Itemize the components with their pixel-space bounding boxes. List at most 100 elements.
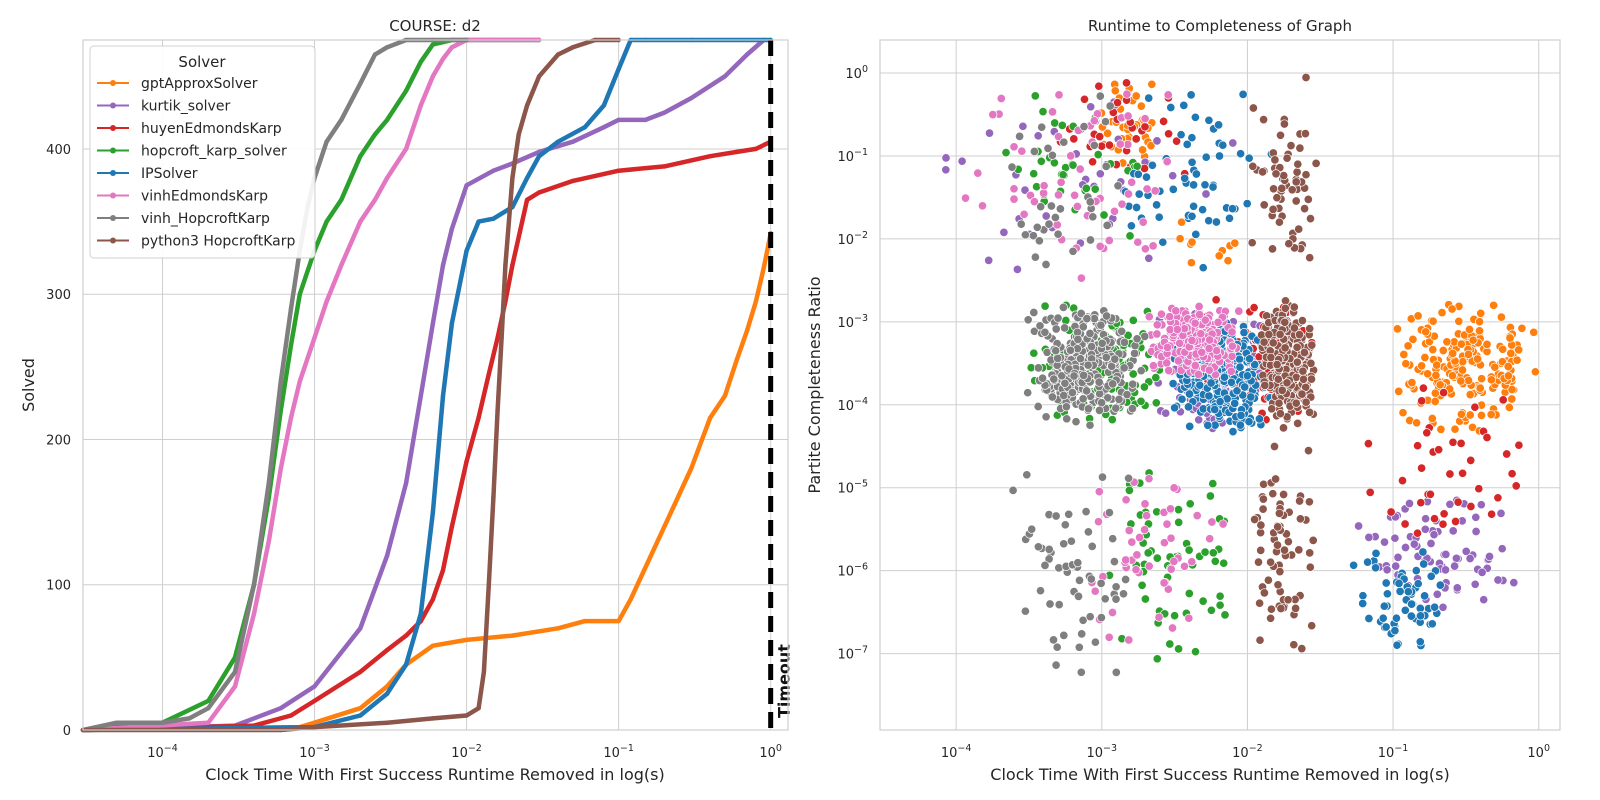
scatter-point [1503, 371, 1513, 381]
scatter-point [1280, 296, 1291, 306]
data-point [491, 168, 496, 173]
scatter-point [1441, 549, 1451, 559]
data-point [708, 415, 713, 420]
data-point [324, 299, 329, 304]
scatter-point [1269, 441, 1280, 452]
scatter-point [1076, 308, 1086, 319]
scatter-point [1174, 644, 1184, 654]
data-point [765, 248, 770, 253]
scatter-point [1418, 547, 1428, 557]
scatter-point [1456, 409, 1466, 419]
scatter-point [1140, 331, 1150, 341]
scatter-point [1144, 561, 1154, 571]
data-point [372, 197, 378, 202]
scatter-point [1364, 613, 1374, 624]
scatter-point [1027, 524, 1037, 534]
data-point [744, 328, 750, 333]
data-point [339, 197, 344, 202]
scatter-point [1044, 554, 1054, 564]
data-point [510, 633, 515, 638]
scatter-point [1497, 357, 1507, 367]
scatter-point [1122, 390, 1132, 400]
scatter-point [1095, 241, 1105, 251]
scatter-point [1115, 139, 1125, 149]
scatter-point [1090, 637, 1100, 647]
scatter-point [1054, 563, 1064, 573]
right-chart: 10−4 10−3 10−2 10−1 100 100 10−1 10−2 10−3 10−4 1… [805, 17, 1561, 784]
scatter-point [1057, 120, 1067, 130]
scatter-point [1220, 610, 1230, 620]
scatter-point [1305, 548, 1315, 558]
scatter-point [1266, 604, 1276, 614]
scatter-point [1070, 190, 1080, 200]
scatter-point [1128, 379, 1138, 389]
scatter-point [1144, 93, 1154, 103]
scatter-point [1204, 391, 1214, 401]
scatter-point [1162, 157, 1172, 167]
scatter-point [1457, 365, 1468, 375]
data-point [761, 265, 766, 271]
scatter-point [1189, 180, 1199, 190]
scatter-point [960, 193, 971, 203]
scatter-point [1422, 428, 1432, 438]
scatter-point [1131, 134, 1141, 144]
data-point [358, 669, 363, 675]
scatter-point [1476, 410, 1487, 420]
scatter-point [1227, 204, 1238, 214]
scatter-point [1169, 483, 1179, 493]
scatter-point [1196, 329, 1206, 339]
scatter-point [1297, 316, 1307, 326]
scatter-point [1152, 329, 1162, 339]
scatter-point [1426, 538, 1436, 549]
legend-item: vinhEdmondsKarp [97, 189, 268, 205]
scatter-point [1489, 300, 1499, 310]
scatter-point [1151, 373, 1161, 383]
scatter-point [1392, 324, 1402, 334]
left-y-tick-label: 200 [46, 433, 71, 448]
scatter-point [1053, 132, 1064, 142]
data-point [288, 342, 294, 348]
scatter-point [1152, 136, 1162, 146]
scatter-point [1420, 524, 1430, 534]
scatter-point [1514, 345, 1524, 355]
scatter-point [1423, 369, 1433, 379]
scatter-point [1284, 239, 1294, 249]
data-point [628, 597, 633, 602]
scatter-point [1471, 512, 1481, 522]
scatter-point [1358, 591, 1368, 601]
scatter-point [1122, 89, 1132, 99]
scatter-point [1053, 190, 1064, 200]
scatter-point [1498, 395, 1508, 405]
legend-swatch-marker [110, 147, 116, 154]
scatter-point [1439, 388, 1449, 398]
scatter-point [1169, 556, 1179, 566]
scatter-point [1123, 139, 1133, 150]
scatter-point [1201, 189, 1211, 199]
scatter-point [1401, 359, 1411, 369]
scatter-point [1453, 497, 1463, 507]
data-point [734, 357, 740, 362]
data-point [582, 618, 588, 624]
scatter-point [1148, 361, 1158, 371]
scatter-point [1111, 667, 1121, 677]
legend-swatch-marker [110, 125, 116, 131]
scatter-point [1180, 173, 1190, 183]
scatter-point [1448, 348, 1458, 358]
scatter-point [1279, 545, 1290, 555]
scatter-point [1239, 328, 1249, 338]
scatter-point [1282, 153, 1292, 163]
data-point [449, 226, 455, 231]
scatter-point [1163, 90, 1173, 100]
scatter-point [1185, 499, 1195, 509]
right-x-tick-label: 100 [1527, 743, 1550, 761]
scatter-point [1417, 361, 1427, 371]
left-y-tick-label: 400 [46, 143, 71, 158]
scatter-point [1152, 654, 1162, 664]
scatter-point [1298, 374, 1309, 384]
scatter-point [1392, 640, 1402, 650]
scatter-point [1268, 338, 1278, 348]
scatter-point [1189, 201, 1199, 211]
scatter-point [1253, 557, 1264, 567]
scatter-point [1406, 611, 1416, 621]
scatter-point [1159, 538, 1169, 548]
